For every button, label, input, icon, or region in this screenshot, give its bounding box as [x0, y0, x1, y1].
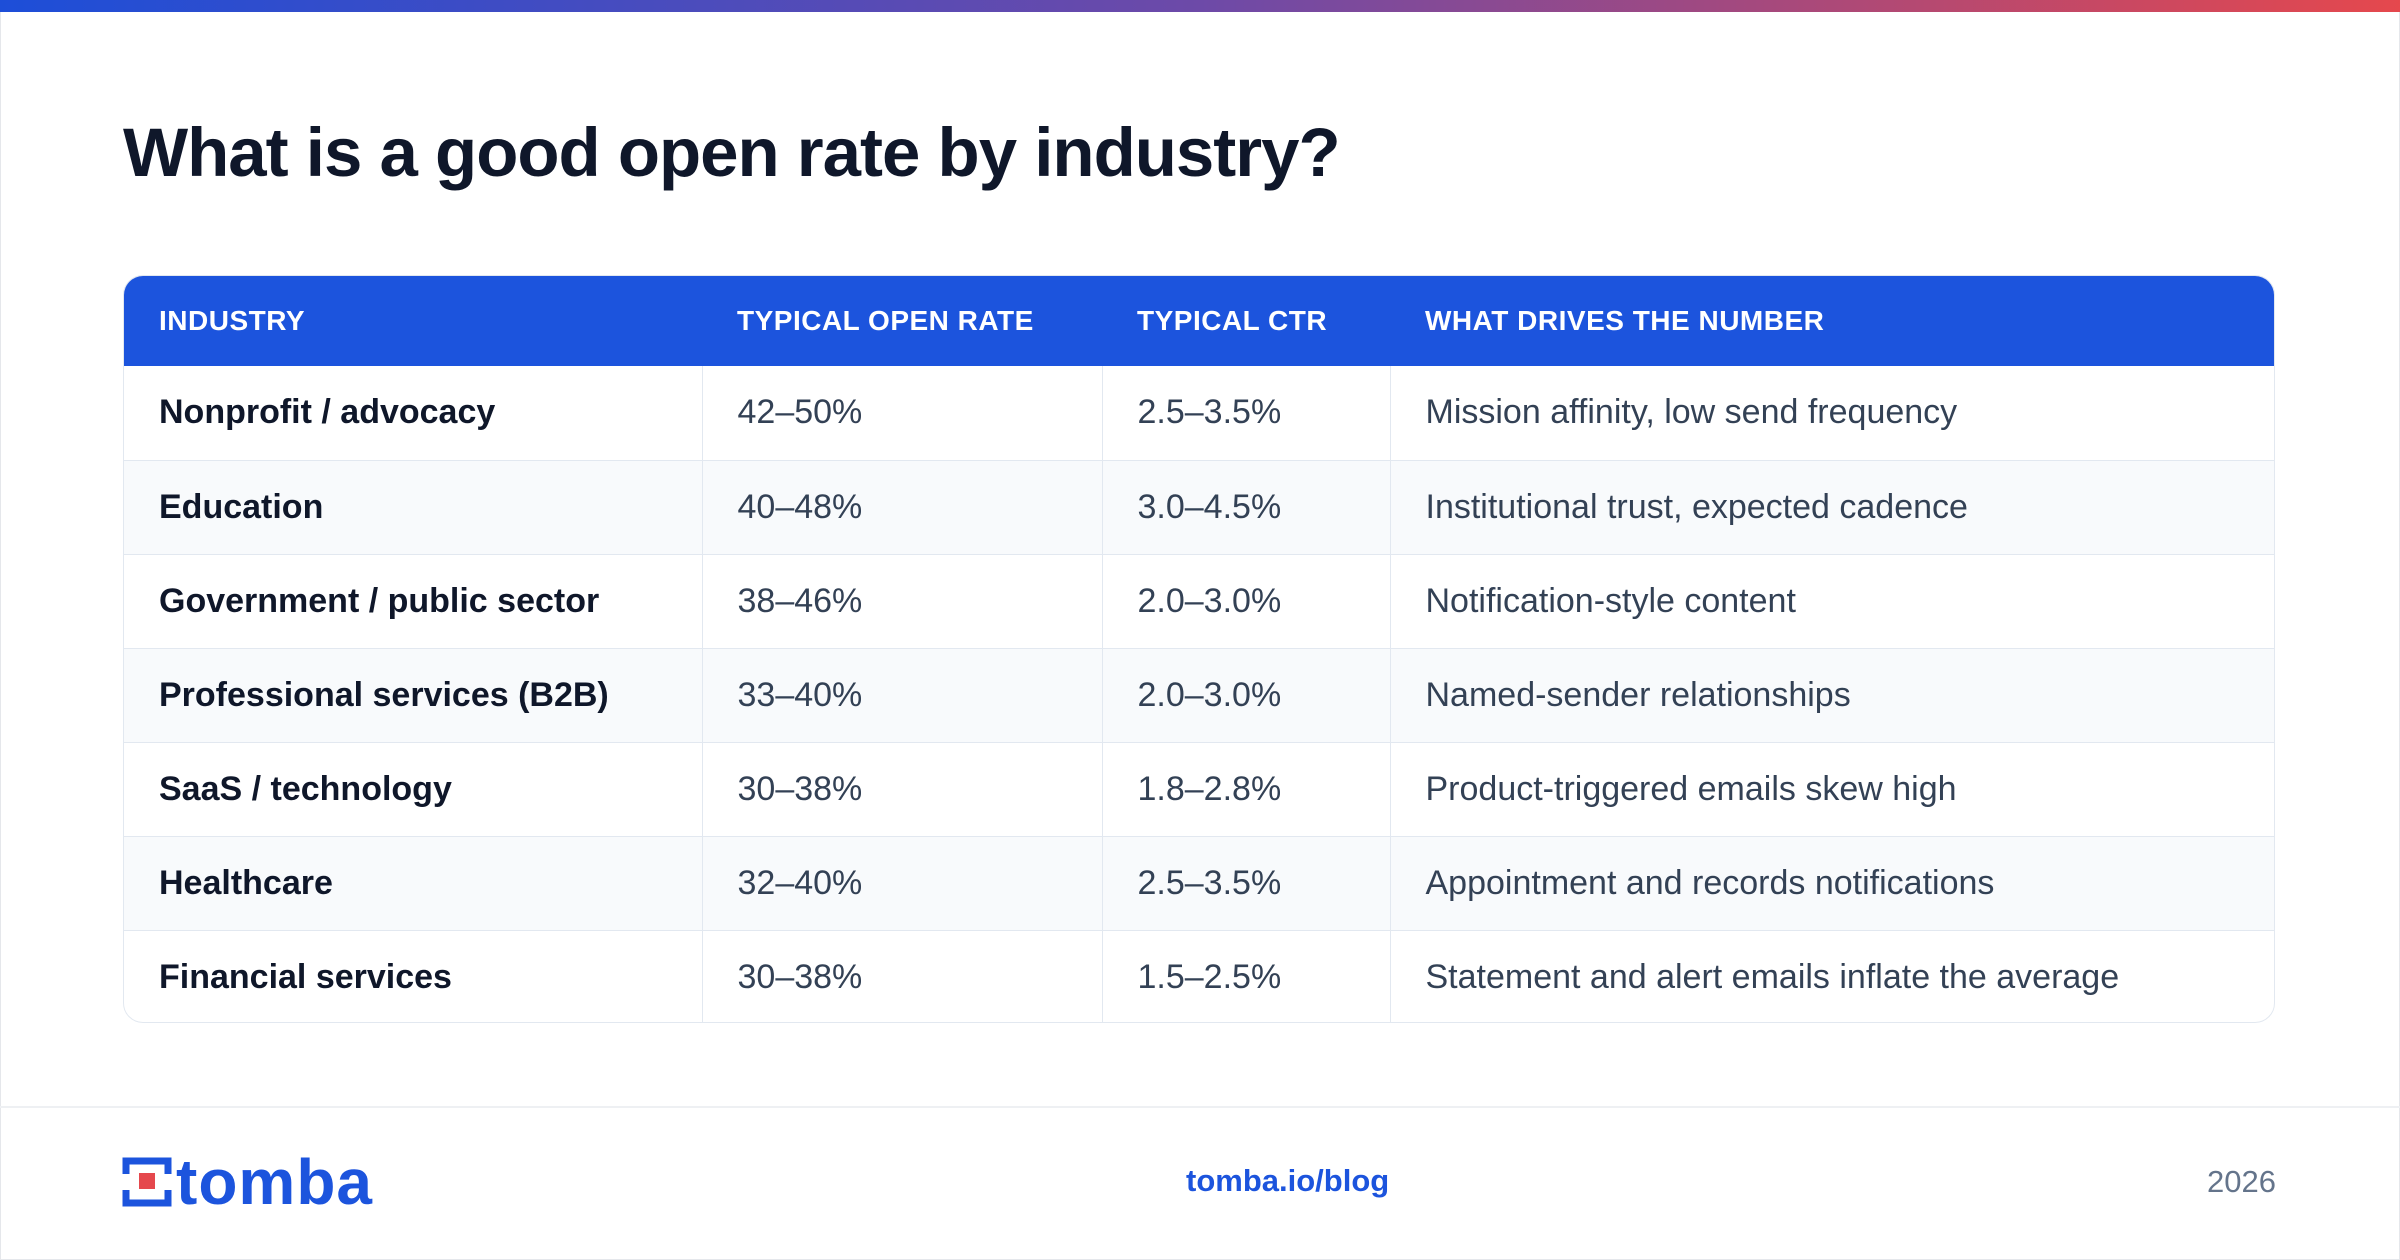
column-header-ctr: TYPICAL CTR	[1137, 305, 1328, 336]
table-row: Financial services 30–38% 1.5–2.5% State…	[124, 929, 2274, 1022]
open-rate-cell: 32–40%	[701, 835, 1102, 930]
column-header-open-rate: TYPICAL OPEN RATE	[737, 305, 1034, 336]
drivers-cell: Product-triggered emails skew high	[1389, 741, 2274, 836]
table-row: Professional services (B2B) 33–40% 2.0–3…	[124, 647, 2274, 742]
open-rate-cell: 40–48%	[701, 459, 1102, 554]
ctr-cell: 1.5–2.5%	[1101, 929, 1390, 1022]
ctr-cell: 3.0–4.5%	[1101, 459, 1390, 554]
footer-divider	[0, 1106, 2400, 1108]
drivers-cell: Institutional trust, expected cadence	[1389, 459, 2274, 554]
ctr-cell: 2.0–3.0%	[1101, 647, 1390, 742]
industry-cell: Professional services (B2B)	[124, 647, 702, 742]
open-rate-cell: 30–38%	[701, 929, 1102, 1022]
column-header-industry: INDUSTRY	[159, 305, 306, 336]
industry-cell: SaaS / technology	[124, 741, 702, 836]
tomba-logo-mark-icon	[122, 1157, 172, 1207]
open-rate-cell: 33–40%	[701, 647, 1102, 742]
tomba-logo[interactable]: tomba	[122, 1146, 373, 1218]
industry-cell: Nonprofit / advocacy	[159, 393, 496, 432]
column-header-drivers: WHAT DRIVES THE NUMBER	[1425, 305, 1825, 336]
open-rate-cell: 42–50%	[701, 366, 1102, 460]
logo-wordmark: tomba	[176, 1146, 373, 1218]
drivers-cell: Mission affinity, low send frequency	[1389, 366, 2274, 460]
table-row: Healthcare 32–40% 2.5–3.5% Appointment a…	[124, 835, 2274, 930]
industry-cell: Healthcare	[124, 835, 702, 930]
footer-year: 2026	[2207, 1164, 2276, 1199]
open-rate-cell: 30–38%	[701, 741, 1102, 836]
ctr-cell: 2.5–3.5%	[1101, 366, 1390, 460]
table-row: Nonprofit / advocacy 42–50% 2.5–3.5% Mis…	[124, 366, 2274, 460]
drivers-cell: Notification-style content	[1389, 553, 2274, 648]
top-accent-bar	[0, 0, 2400, 12]
open-rate-cell: 38–46%	[701, 553, 1102, 648]
ctr-cell: 1.8–2.8%	[1101, 741, 1390, 836]
table-row: Government / public sector 38–46% 2.0–3.…	[124, 553, 2274, 648]
table-row: SaaS / technology 30–38% 1.8–2.8% Produc…	[124, 741, 2274, 836]
industry-cell: Government / public sector	[124, 553, 702, 648]
industry-table: INDUSTRY TYPICAL OPEN RATE TYPICAL CTR W…	[123, 275, 2275, 1023]
drivers-cell: Named-sender relationships	[1389, 647, 2274, 742]
drivers-cell: Appointment and records notifications	[1389, 835, 2274, 930]
table-row: Education 40–48% 3.0–4.5% Institutional …	[124, 459, 2274, 554]
page-title: What is a good open rate by industry?	[123, 114, 1341, 191]
table-header-row: INDUSTRY TYPICAL OPEN RATE TYPICAL CTR W…	[124, 276, 2274, 366]
blog-link[interactable]: tomba.io/blog	[1186, 1163, 1390, 1198]
industry-cell: Financial services	[124, 929, 702, 1022]
ctr-cell: 2.0–3.0%	[1101, 553, 1390, 648]
drivers-cell: Statement and alert emails inflate the a…	[1389, 929, 2274, 1022]
industry-cell: Education	[124, 459, 702, 554]
ctr-cell: 2.5–3.5%	[1101, 835, 1390, 930]
